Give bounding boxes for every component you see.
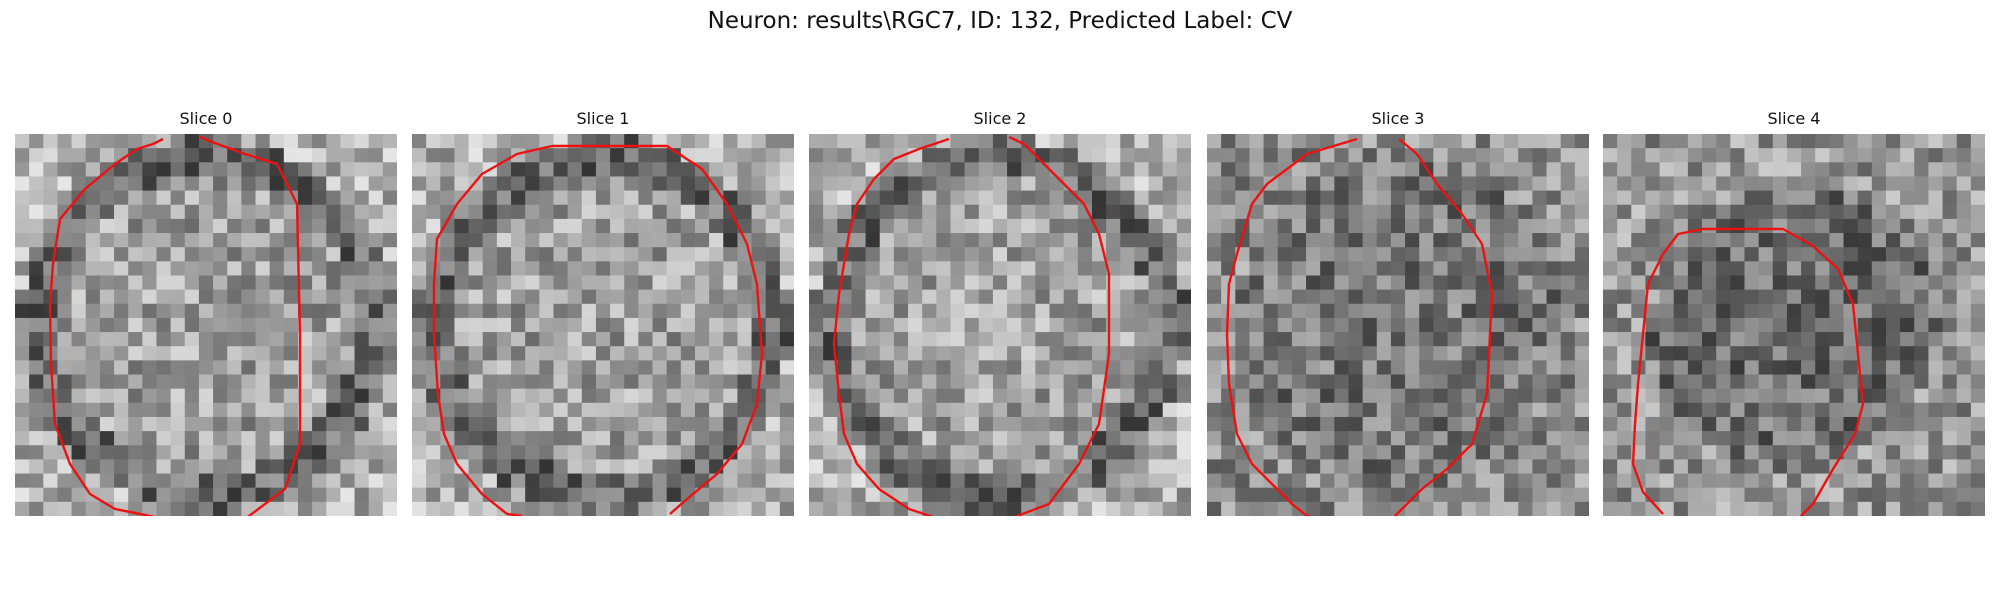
slice-title: Slice 0 — [179, 109, 233, 128]
slice-panel-3: Slice 3 — [1207, 108, 1589, 516]
cell-contour — [48, 135, 302, 516]
pixel-grid — [412, 134, 794, 516]
cell-contour — [1225, 137, 1494, 516]
pixel-grid — [15, 134, 397, 516]
slice-image — [809, 134, 1191, 516]
slice-panel-1: Slice 1 — [412, 108, 794, 516]
slice-title: Slice 4 — [1767, 109, 1821, 128]
slice-image — [412, 134, 794, 516]
slice-panel-0: Slice 0 — [15, 108, 397, 516]
pixel-grid — [809, 134, 1191, 516]
slice-title: Slice 1 — [576, 109, 630, 128]
cell-contour — [1631, 227, 1865, 516]
pixel-grid — [1603, 134, 1985, 516]
figure-title: Neuron: results\RGC7, ID: 132, Predicted… — [707, 8, 1293, 34]
pixel-grid — [1207, 134, 1589, 516]
slice-panel-4: Slice 4 — [1603, 108, 1985, 516]
slice-image — [1207, 134, 1589, 516]
slice-title: Slice 2 — [973, 109, 1027, 128]
slice-image — [1603, 134, 1985, 516]
slice-title: Slice 3 — [1371, 109, 1425, 128]
cell-contour — [552, 144, 764, 515]
cell-contour — [832, 135, 1111, 516]
cell-contour — [432, 144, 553, 516]
slice-image — [15, 134, 397, 516]
slice-panel-2: Slice 2 — [809, 108, 1191, 516]
